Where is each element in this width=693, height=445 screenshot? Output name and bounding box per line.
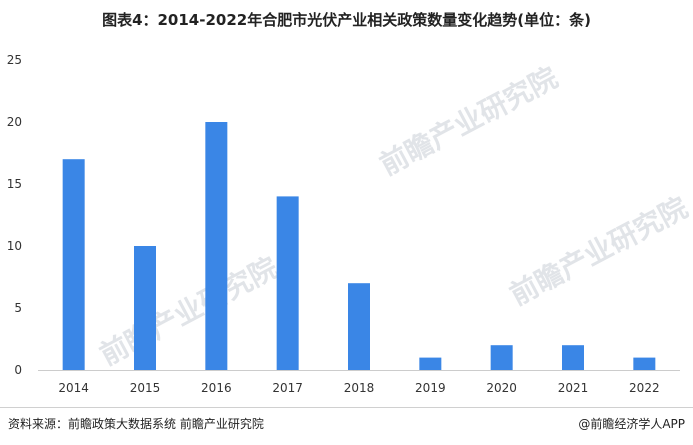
bar-2018 xyxy=(348,283,370,370)
x-tick-label: 2021 xyxy=(558,381,589,395)
bar-2014 xyxy=(62,159,85,370)
y-tick-label: 25 xyxy=(7,53,22,67)
footer-divider xyxy=(0,407,693,408)
x-tick-label: 2017 xyxy=(272,381,303,395)
x-tick-label: 2018 xyxy=(344,381,375,395)
x-tick-label: 2014 xyxy=(58,381,89,395)
source-text: 资料来源：前瞻政策大数据系统 前瞻产业研究院 xyxy=(8,417,264,431)
x-tick-label: 2019 xyxy=(415,381,446,395)
y-tick-label: 20 xyxy=(7,115,22,129)
bar-2015 xyxy=(134,246,156,370)
bar-2020 xyxy=(490,345,513,370)
brand-text: @前瞻经济学人APP xyxy=(578,417,685,431)
y-tick-label: 5 xyxy=(14,301,22,315)
x-tick-label: 2022 xyxy=(629,381,660,395)
bar-2016 xyxy=(205,122,228,370)
bar-2021 xyxy=(562,345,584,370)
x-axis: 2014 2015 2016 2017 2018 2019 2020 2021 2022 xyxy=(58,381,659,395)
y-tick-label: 10 xyxy=(7,239,22,253)
y-axis: 0 5 10 15 20 25 xyxy=(7,53,22,377)
bar-2022 xyxy=(633,357,656,370)
x-tick-label: 2015 xyxy=(130,381,161,395)
x-tick-label: 2016 xyxy=(201,381,232,395)
y-tick-label: 0 xyxy=(14,363,22,377)
bar-2019 xyxy=(419,357,442,370)
chart-title: 图表4：2014-2022年合肥市光伏产业相关政策数量变化趋势(单位：条) xyxy=(102,11,591,29)
bars-group xyxy=(62,122,656,370)
y-tick-label: 15 xyxy=(7,177,22,191)
x-tick-label: 2020 xyxy=(486,381,517,395)
bar-2017 xyxy=(276,196,299,370)
